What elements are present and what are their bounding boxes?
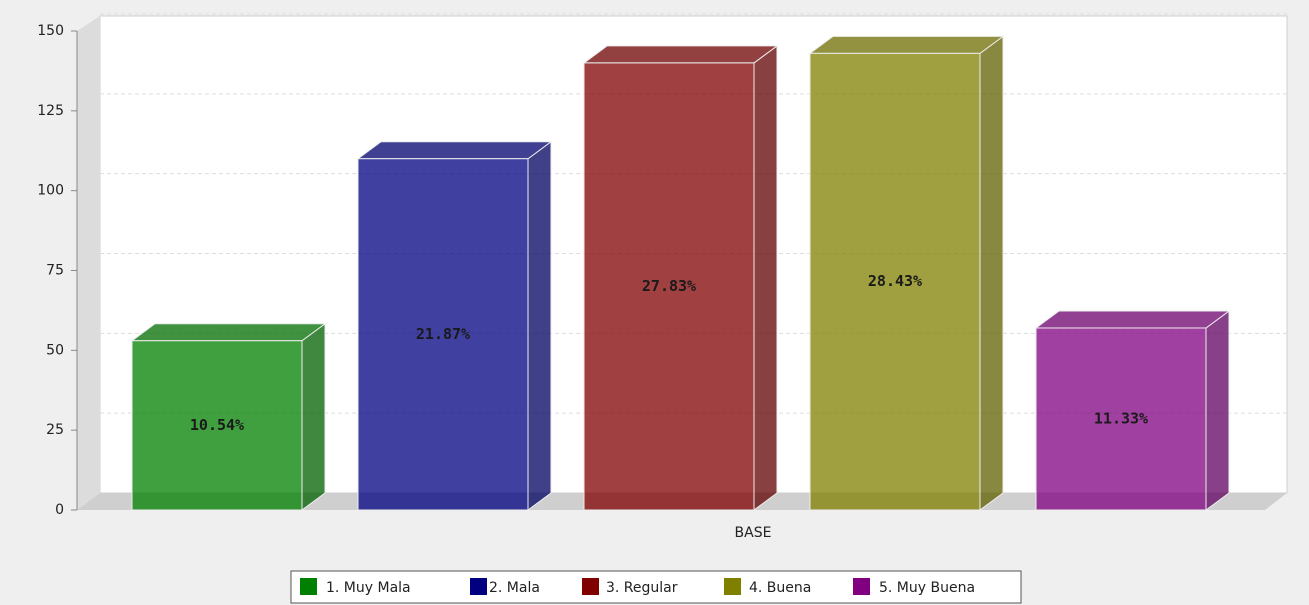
legend-label: 2. Mala [489,580,540,596]
legend-label: 1. Muy Mala [326,580,411,596]
x-tick-label: BASE [735,525,772,541]
bar-top [808,35,1005,54]
data-label: 27.83% [642,277,696,295]
bar-top [1034,310,1231,329]
legend-swatch [300,578,317,595]
bar-top [582,45,779,64]
data-label: 21.87% [416,325,470,343]
data-label: 10.54% [190,416,244,434]
legend-label: 5. Muy Buena [879,580,975,596]
left-wall [77,16,100,510]
legend-box [290,570,1022,604]
legend-swatch [470,578,487,595]
y-tick-label: 25 [46,422,64,438]
bar-side [527,140,552,511]
y-tick-label: 100 [37,183,64,199]
y-tick-label: 50 [46,342,64,358]
legend-swatch [853,578,870,595]
bar-side [301,322,326,511]
legend-label: 4. Buena [749,580,811,596]
data-label: 28.43% [868,272,922,290]
y-tick-label: 0 [55,502,64,518]
bar-top [130,323,327,342]
bar [1035,327,1207,511]
legend-swatch [724,578,741,595]
bar-side [753,44,778,511]
bar-side [1205,309,1230,511]
bar-side [979,35,1004,511]
y-tick-label: 125 [37,103,64,119]
legend-label: 3. Regular [606,580,678,596]
bar [357,158,529,511]
bar [809,52,981,511]
data-label: 11.33% [1094,409,1148,427]
y-tick-label: 75 [46,263,64,279]
bar [131,340,303,511]
legend-swatch [582,578,599,595]
bar-top [356,141,553,160]
y-tick-label: 150 [37,23,64,39]
bar [583,62,755,511]
